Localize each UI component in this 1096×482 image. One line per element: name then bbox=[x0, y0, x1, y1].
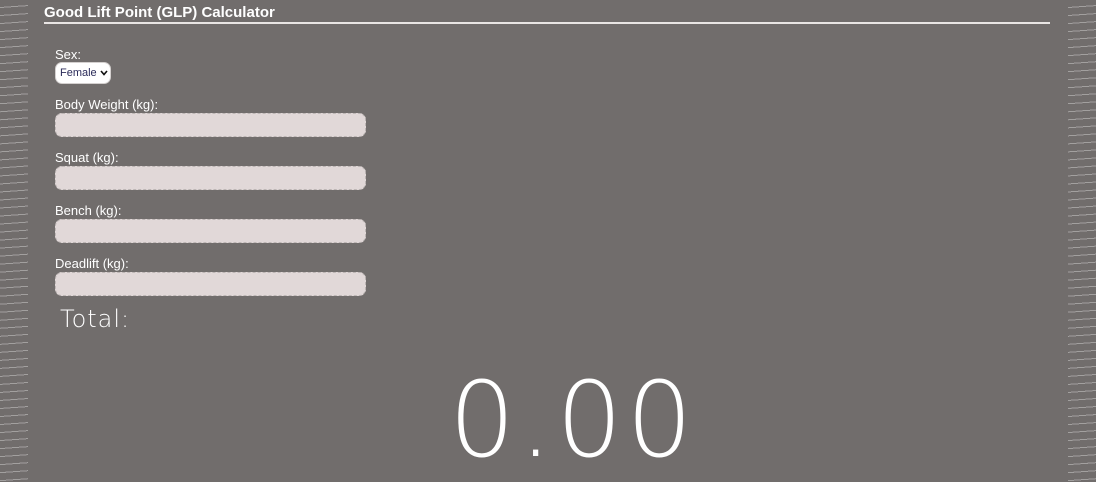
calculator-panel: Good Lift Point (GLP) Calculator Sex: Fe… bbox=[44, 0, 1050, 482]
page-title: Good Lift Point (GLP) Calculator bbox=[44, 4, 275, 21]
body-weight-label: Body Weight (kg): bbox=[55, 97, 159, 112]
sex-select-value: Female bbox=[60, 67, 97, 79]
chevron-down-icon bbox=[100, 68, 108, 78]
decorative-left-stripe bbox=[0, 0, 28, 482]
deadlift-input[interactable] bbox=[55, 272, 366, 296]
decorative-right-stripe bbox=[1068, 0, 1096, 482]
sex-label: Sex: bbox=[55, 47, 82, 62]
deadlift-label: Deadlift (kg): bbox=[55, 256, 129, 271]
bench-input[interactable] bbox=[55, 219, 366, 243]
bench-label: Bench (kg): bbox=[55, 203, 122, 218]
title-divider bbox=[44, 22, 1050, 24]
squat-label: Squat (kg): bbox=[55, 150, 119, 165]
body-weight-input[interactable] bbox=[55, 113, 366, 137]
total-label: Total: bbox=[60, 305, 131, 333]
sex-select[interactable]: Female bbox=[55, 62, 111, 84]
squat-input[interactable] bbox=[55, 166, 366, 190]
total-value: 0.00 bbox=[449, 359, 697, 481]
